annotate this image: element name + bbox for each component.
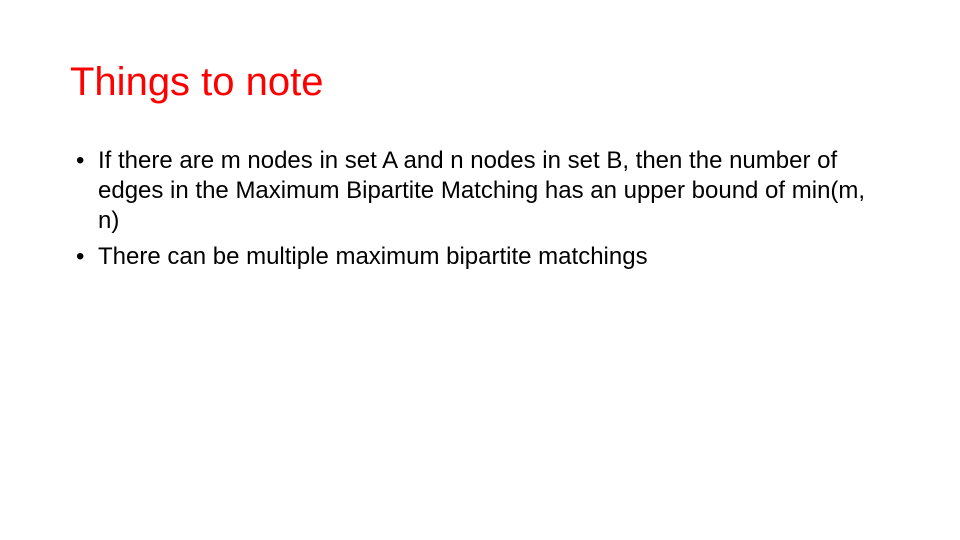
slide-title: Things to note xyxy=(70,60,890,104)
slide: Things to note If there are m nodes in s… xyxy=(0,0,960,540)
bullet-list: If there are m nodes in set A and n node… xyxy=(70,146,890,272)
bullet-item: If there are m nodes in set A and n node… xyxy=(70,146,890,236)
bullet-item: There can be multiple maximum bipartite … xyxy=(70,242,890,272)
